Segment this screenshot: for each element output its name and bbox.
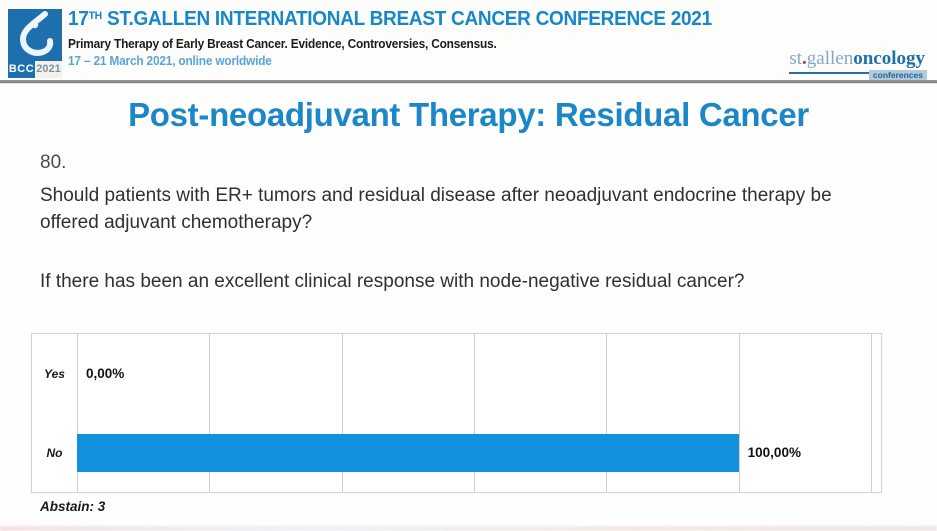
header-divider — [0, 80, 937, 83]
stgallen-logo-st: st — [789, 48, 803, 69]
conference-header: BCC 2021 17TH ST.GALLEN INTERNATIONAL BR… — [0, 0, 937, 81]
bcc-logo-swan-icon — [8, 9, 62, 61]
page-title: Post-neoadjuvant Therapy: Residual Cance… — [128, 96, 809, 133]
stgallen-logo-dot: . — [802, 48, 807, 69]
bcc-logo-bcc-text: BCC — [8, 61, 35, 78]
chart-gridline — [341, 334, 343, 492]
chart-gridline — [209, 334, 211, 492]
conference-title-number: 17 — [68, 8, 89, 30]
conference-title-ordinal: TH — [88, 10, 103, 22]
chart-row: Yes 0,00% — [32, 334, 881, 413]
chart-gridline — [871, 334, 872, 492]
bcc-logo: BCC 2021 — [8, 9, 62, 78]
chart-gridline — [77, 334, 78, 492]
chart-gridline — [738, 334, 740, 492]
chart-bar — [77, 433, 739, 472]
conference-subtitle: Primary Therapy of Early Breast Cancer. … — [68, 37, 497, 51]
conference-title: 17TH ST.GALLEN INTERNATIONAL BREAST CANC… — [68, 8, 712, 31]
question-text: Should patients with ER+ tumors and resi… — [40, 185, 832, 233]
stgallen-logo-conferences-badge: conferences — [868, 70, 927, 81]
conference-header-text: 17TH ST.GALLEN INTERNATIONAL BREAST CANC… — [68, 8, 712, 68]
conference-dates: 17 – 21 March 2021, online worldwide — [68, 54, 272, 68]
question-number: 80. — [40, 152, 67, 173]
chart-gridline — [606, 334, 608, 492]
bcc-logo-year-text: 2021 — [35, 61, 62, 78]
chart-category-label: Yes — [44, 366, 65, 381]
chart-gridline — [474, 334, 475, 492]
chart-row: No 100,00% — [32, 413, 881, 492]
poll-results-bar-chart: Yes 0,00% No 100,00% — [31, 333, 882, 493]
abstain-note: Abstain: 3 — [40, 499, 106, 514]
sub-question-text: If there has been an excellent clinical … — [40, 271, 745, 292]
stgallen-logo-gallen: gallen — [806, 48, 854, 69]
chart-value-label: 0,00% — [86, 366, 125, 381]
chart-bar-track: 0,00% — [77, 334, 871, 413]
chart-gridlines — [77, 334, 872, 492]
stgallen-logo-oncology: oncology — [853, 48, 925, 69]
chart-value-label: 100,00% — [747, 445, 801, 460]
chart-rows: Yes 0,00% No 100,00% — [32, 334, 881, 492]
bcc-logo-caption: BCC 2021 — [8, 61, 62, 78]
chart-category-label: No — [46, 445, 63, 460]
conference-title-rest: ST.GALLEN INTERNATIONAL BREAST CANCER CO… — [101, 8, 712, 30]
stgallen-oncology-logo: st.gallenoncology conferences — [789, 48, 927, 81]
chart-bar-track: 100,00% — [77, 413, 871, 492]
bottom-artifact-strip — [0, 526, 937, 531]
